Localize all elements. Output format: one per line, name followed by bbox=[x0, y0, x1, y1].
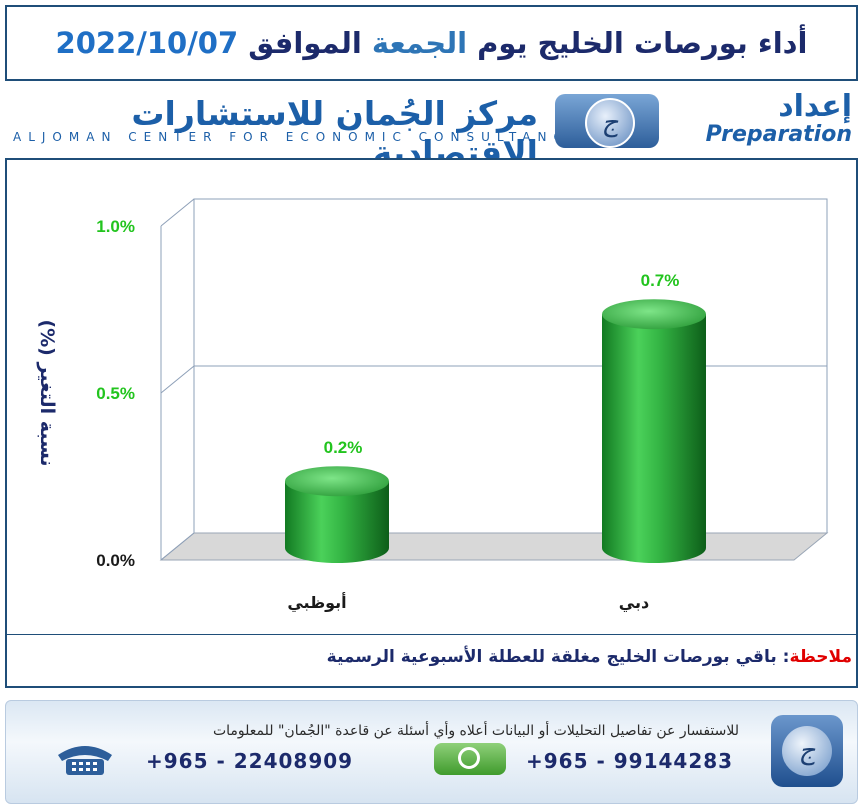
bar-body bbox=[285, 481, 389, 563]
chart-container: 0.0% 0.5% 1.0% نسبة التغير (%) 0.2% أبوظبي 0.7… bbox=[5, 158, 858, 688]
bar-chart: 0.0% 0.5% 1.0% نسبة التغير (%) 0.2% أبوظبي 0.7… bbox=[36, 198, 829, 613]
title-date: 2022/10/07 bbox=[55, 26, 239, 60]
y-axis-label: نسبة التغير (%) bbox=[36, 319, 58, 466]
phone-number[interactable]: +965 - 22408909 bbox=[146, 749, 354, 773]
title-day: الجمعة bbox=[371, 26, 468, 60]
preparation-english: Preparation bbox=[705, 122, 852, 147]
x-tick-label: أبوظبي bbox=[287, 592, 346, 613]
page-title: أداء بورصات الخليج يوم الجمعة الموافق 20… bbox=[56, 26, 808, 60]
gridline-diagonal bbox=[160, 532, 195, 561]
center-name-arabic: مركز الجُمان للاستشارات الاقتصادية bbox=[131, 94, 539, 172]
gridline-diagonal bbox=[160, 365, 195, 394]
gridline-diagonal bbox=[160, 198, 195, 227]
note-row: ملاحظة: باقي بورصات الخليج مغلقة للعطلة … bbox=[5, 634, 858, 688]
preparation-label: إعداد Preparation bbox=[672, 90, 852, 148]
bar-1 bbox=[602, 299, 706, 563]
whatsapp-number[interactable]: +965 - 99144283 bbox=[526, 749, 734, 773]
logo-monogram-icon: ج bbox=[585, 98, 635, 148]
title-mid: الموافق bbox=[248, 26, 362, 60]
note: ملاحظة: باقي بورصات الخليج مغلقة للعطلة … bbox=[326, 647, 852, 667]
y-tick-label: 1.0% bbox=[96, 217, 135, 236]
data-label: 0.7% bbox=[641, 271, 680, 290]
contact-footer: للاستفسار عن تفاصيل التحليلات أو البيانا… bbox=[5, 700, 858, 804]
title-prefix: أداء بورصات الخليج يوم bbox=[477, 26, 808, 60]
x-tick-label: دبي bbox=[619, 593, 649, 613]
bar-top bbox=[602, 299, 706, 330]
logo-badge: ج bbox=[555, 94, 659, 148]
chart-floor bbox=[159, 532, 829, 561]
logo-strip: مركز الجُمان للاستشارات الاقتصادية ALJOM… bbox=[5, 90, 858, 172]
telephone-icon bbox=[58, 746, 112, 775]
whatsapp-icon bbox=[434, 743, 506, 775]
contact-info: للاستفسار عن تفاصيل التحليلات أو البيانا… bbox=[212, 723, 739, 739]
title-box: أداء بورصات الخليج يوم الجمعة الموافق 20… bbox=[5, 5, 858, 81]
bar-top bbox=[285, 466, 389, 497]
preparation-arabic: إعداد bbox=[778, 89, 852, 124]
footer-monogram: ج bbox=[782, 726, 832, 776]
bar-body bbox=[602, 314, 706, 563]
y-tick-label: 0.5% bbox=[96, 384, 135, 403]
y-tick-label: 0.0% bbox=[96, 551, 135, 570]
footer-logo-icon: ج bbox=[771, 715, 843, 787]
note-label: ملاحظة bbox=[789, 647, 852, 667]
bar-0 bbox=[285, 466, 389, 563]
data-label: 0.2% bbox=[324, 438, 363, 457]
note-text: باقي بورصات الخليج مغلقة للعطلة الأسبوعي… bbox=[326, 647, 777, 667]
center-name-english: ALJOMAN CENTER FOR ECONOMIC CONSULTANCY bbox=[13, 130, 583, 144]
